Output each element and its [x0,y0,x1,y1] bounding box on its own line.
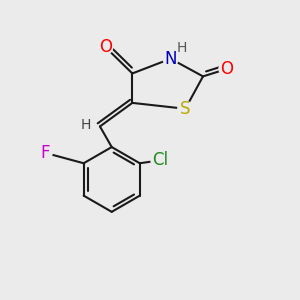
Text: H: H [177,40,187,55]
Circle shape [218,61,235,77]
Text: O: O [220,60,233,78]
Text: F: F [41,144,50,162]
Text: S: S [180,100,190,118]
Circle shape [177,100,194,117]
Text: N: N [164,50,177,68]
Circle shape [162,50,179,67]
Text: Cl: Cl [152,151,168,169]
Circle shape [38,146,53,160]
Circle shape [79,118,92,131]
Text: H: H [81,118,91,132]
Circle shape [97,39,113,55]
Text: O: O [99,38,112,56]
Circle shape [150,150,170,170]
